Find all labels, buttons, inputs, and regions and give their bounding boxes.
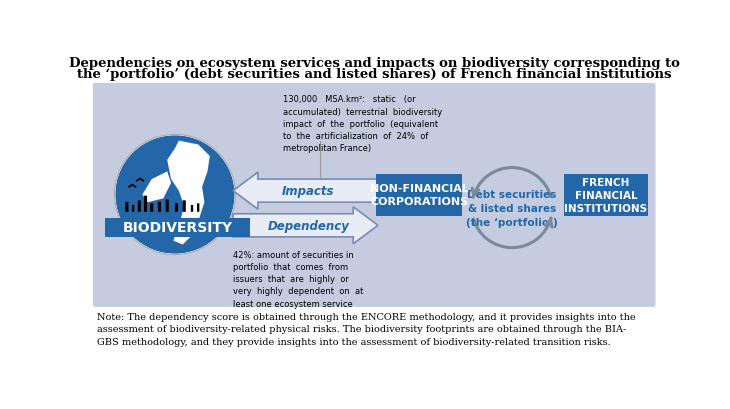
- FancyBboxPatch shape: [105, 218, 250, 237]
- Text: Note: The dependency score is obtained through the ENCORE methodology, and it pr: Note: The dependency score is obtained t…: [97, 312, 636, 346]
- Text: the ‘portfolio’ (debt securities and listed shares) of French financial institut: the ‘portfolio’ (debt securities and lis…: [77, 68, 672, 81]
- Text: BIODIVERSITY: BIODIVERSITY: [123, 221, 233, 235]
- FancyBboxPatch shape: [182, 201, 186, 212]
- Circle shape: [115, 135, 235, 255]
- Circle shape: [115, 136, 234, 254]
- FancyBboxPatch shape: [564, 174, 648, 216]
- FancyBboxPatch shape: [138, 201, 141, 212]
- FancyBboxPatch shape: [377, 174, 461, 216]
- Text: FRENCH
FINANCIAL
INSTITUTIONS: FRENCH FINANCIAL INSTITUTIONS: [564, 177, 648, 213]
- Text: Debt securities
& listed shares
(the ‘portfolio’): Debt securities & listed shares (the ‘po…: [466, 189, 558, 227]
- Text: 130,000   MSA.km²:   static   (or
accumulated)  terrestrial  biodiversity
impact: 130,000 MSA.km²: static (or accumulated)…: [283, 95, 442, 153]
- Text: 42%: amount of securities in
portfolio  that  comes  from
issuers  that  are  hi: 42%: amount of securities in portfolio t…: [233, 250, 364, 308]
- FancyBboxPatch shape: [158, 202, 161, 212]
- Text: Impacts: Impacts: [282, 185, 334, 198]
- FancyBboxPatch shape: [175, 204, 178, 212]
- Text: Dependency: Dependency: [267, 219, 349, 232]
- Polygon shape: [233, 207, 378, 244]
- Text: NON-FINANCIAL
CORPORATIONS: NON-FINANCIAL CORPORATIONS: [369, 184, 469, 207]
- FancyBboxPatch shape: [197, 204, 199, 212]
- FancyBboxPatch shape: [191, 205, 193, 212]
- Text: Dependencies on ecosystem services and impacts on biodiversity corresponding to: Dependencies on ecosystem services and i…: [69, 57, 680, 70]
- FancyBboxPatch shape: [144, 196, 147, 212]
- Polygon shape: [142, 172, 171, 203]
- FancyBboxPatch shape: [132, 205, 134, 212]
- FancyBboxPatch shape: [126, 202, 128, 212]
- Polygon shape: [233, 173, 378, 210]
- FancyBboxPatch shape: [166, 200, 169, 212]
- FancyBboxPatch shape: [150, 204, 153, 212]
- FancyBboxPatch shape: [93, 84, 656, 307]
- Polygon shape: [167, 141, 210, 245]
